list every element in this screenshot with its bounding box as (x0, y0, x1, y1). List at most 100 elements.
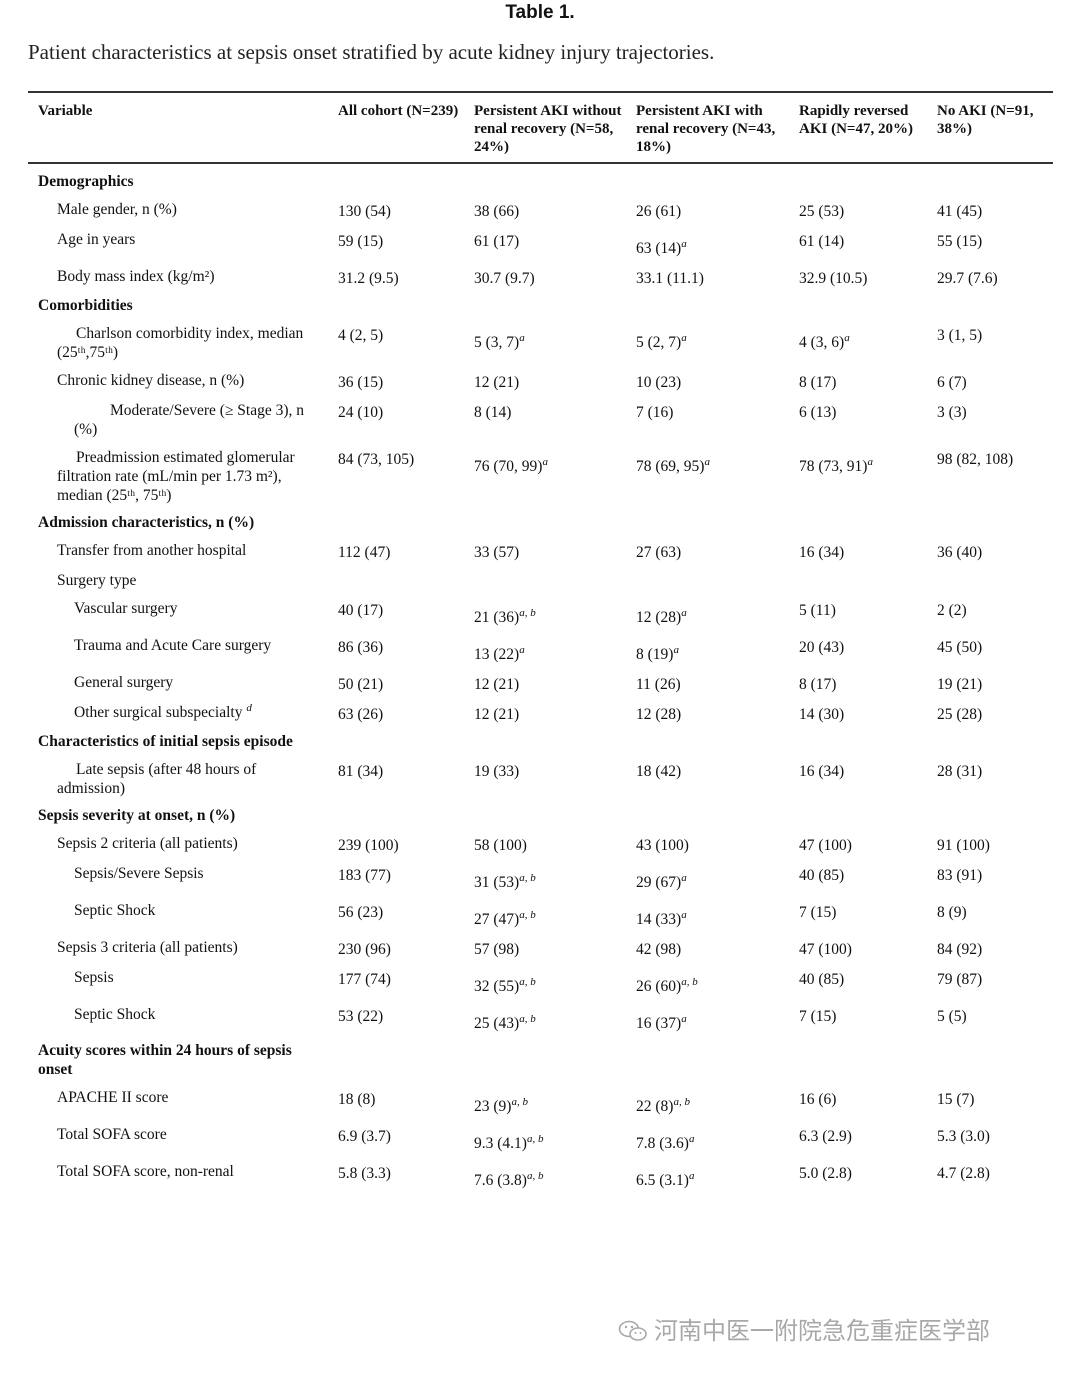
cell-value: 14 (30) (799, 706, 845, 723)
cell-no-aki: 84 (92) (927, 929, 1053, 959)
header-variable: Variable (38, 103, 93, 119)
cell-persistent-recovery: 7 (16) (626, 392, 789, 439)
cell-persistent-no-recovery: 12 (21) (464, 664, 626, 694)
significance-marker: a, b (519, 1012, 536, 1025)
significance-marker: a (704, 455, 710, 468)
row-label-text: Other surgical subspecialty (74, 704, 243, 721)
cell-no-aki: 8 (9) (927, 892, 1053, 929)
cell-all-cohort: 53 (22) (328, 996, 464, 1033)
cell-value: 38 (66) (474, 203, 520, 220)
cell-value: 4 (2, 5) (338, 327, 384, 344)
row-label-text: Surgery type (57, 572, 137, 589)
cell-value: 86 (36) (338, 639, 384, 656)
cell-rapidly-reversed: 5 (11) (789, 590, 927, 627)
cell-value: 7 (16) (636, 404, 674, 421)
cell-value: 8 (17) (799, 676, 837, 693)
section-row: Characteristics of initial sepsis episod… (28, 724, 1053, 751)
cell-rapidly-reversed: 16 (34) (789, 532, 927, 562)
cell-value: 5 (2, 7) (636, 334, 682, 351)
cell-all-cohort: 24 (10) (328, 392, 464, 439)
cell-value: 12 (21) (474, 374, 520, 391)
header-all-cohort: All cohort (N=239) (338, 103, 459, 119)
row-label-text: Total SOFA score (57, 1126, 167, 1143)
cell-value: 239 (100) (338, 837, 399, 854)
cell-persistent-recovery: 11 (26) (626, 664, 789, 694)
empty-cell (464, 1033, 626, 1079)
row-label: Transfer from another hospital (28, 532, 328, 562)
cell-all-cohort: 63 (26) (328, 694, 464, 724)
table-row: Late sepsis (after 48 hours of admission… (28, 751, 1053, 798)
cell-persistent-recovery: 12 (28) (626, 694, 789, 724)
cell-value: 58 (100) (474, 837, 527, 854)
significance-marker: a, b (526, 1132, 544, 1145)
row-label-text: Septic Shock (74, 1006, 156, 1023)
cell-all-cohort: 6.9 (3.7) (328, 1116, 464, 1153)
table-row: Septic Shock 56 (23) 27 (47)a, b 14 (33)a 7 … (28, 892, 1053, 929)
cell-persistent-no-recovery: 32 (55)a, b (464, 959, 626, 996)
cell-value: 19 (21) (937, 676, 983, 693)
header-row: Variable All cohort (N=239) Persistent A… (28, 92, 1053, 163)
section-label: Sepsis severity at onset, n (%) (38, 807, 236, 824)
cell-value: 15 (7) (937, 1091, 975, 1108)
significance-marker: a, b (519, 606, 536, 619)
table-row: Sepsis 177 (74) 32 (55)a, b 26 (60)a, b 40 (… (28, 959, 1053, 996)
table-row: Charlson comorbidity index, median (25ᵗʰ… (28, 315, 1053, 362)
table-row: APACHE II score 18 (8) 23 (9)a, b 22 (8)a, … (28, 1079, 1053, 1116)
significance-marker: a, b (673, 1095, 690, 1108)
section-row: Sepsis severity at onset, n (%) (28, 798, 1053, 825)
significance-marker: a (844, 331, 850, 344)
empty-cell (789, 163, 927, 191)
empty-cell (328, 798, 464, 825)
cell-value: 230 (96) (338, 941, 391, 958)
cell-value: 6 (13) (799, 404, 837, 421)
cell-value: 40 (85) (799, 971, 845, 988)
cell-persistent-no-recovery (464, 562, 626, 590)
table-row: Total SOFA score 6.9 (3.7) 9.3 (4.1)a, b 7.… (28, 1116, 1053, 1153)
cell-value: 26 (61) (636, 203, 682, 220)
cell-value: 7.8 (3.6) (636, 1135, 689, 1152)
empty-cell (927, 288, 1053, 315)
row-label: Sepsis (28, 959, 328, 996)
row-label: Septic Shock (28, 996, 328, 1033)
wechat-icon (618, 1320, 647, 1341)
cell-persistent-no-recovery: 76 (70, 99)a (464, 439, 626, 505)
cell-value: 7.6 (3.8) (474, 1172, 527, 1189)
cell-value: 11 (26) (636, 676, 681, 693)
cell-value: 40 (17) (338, 602, 384, 619)
significance-marker: a, b (519, 975, 536, 988)
cell-value: 76 (70, 99) (474, 458, 543, 475)
cell-value: 6.9 (3.7) (338, 1128, 391, 1145)
cell-no-aki: 5.3 (3.0) (927, 1116, 1053, 1153)
table-row: Other surgical subspecialty d 63 (26) 12 (… (28, 694, 1053, 724)
cell-value: 45 (50) (937, 639, 983, 656)
row-label-text: Body mass index (kg/m²) (57, 268, 215, 285)
cell-value: 36 (40) (937, 544, 983, 561)
cell-value: 59 (15) (338, 233, 384, 250)
row-label: Preadmission estimated glomerular filtra… (28, 439, 328, 505)
cell-persistent-no-recovery: 33 (57) (464, 532, 626, 562)
table-row: Vascular surgery 40 (17) 21 (36)a, b 12 (28… (28, 590, 1053, 627)
cell-rapidly-reversed: 5.0 (2.8) (789, 1153, 927, 1190)
row-label: Male gender, n (%) (28, 191, 328, 221)
cell-persistent-recovery: 5 (2, 7)a (626, 315, 789, 362)
table-row: Trauma and Acute Care surgery 86 (36) 13 (… (28, 627, 1053, 664)
empty-cell (328, 288, 464, 315)
cell-no-aki: 2 (2) (927, 590, 1053, 627)
empty-cell (626, 724, 789, 751)
cell-value: 32 (55) (474, 978, 520, 995)
cell-rapidly-reversed: 47 (100) (789, 825, 927, 855)
table-row: Sepsis 3 criteria (all patients) 230 (96)… (28, 929, 1053, 959)
cell-persistent-recovery: 33.1 (11.1) (626, 258, 789, 288)
empty-cell (464, 798, 626, 825)
cell-value: 81 (34) (338, 763, 384, 780)
cell-persistent-no-recovery: 23 (9)a, b (464, 1079, 626, 1116)
cell-value: 3 (3) (937, 404, 967, 421)
cell-no-aki: 19 (21) (927, 664, 1053, 694)
cell-persistent-recovery: 29 (67)a (626, 855, 789, 892)
cell-rapidly-reversed: 14 (30) (789, 694, 927, 724)
empty-cell (464, 163, 626, 191)
empty-cell (626, 163, 789, 191)
cell-value: 6.3 (2.9) (799, 1128, 852, 1145)
cell-persistent-no-recovery: 38 (66) (464, 191, 626, 221)
cell-value: 16 (37) (636, 1015, 682, 1032)
